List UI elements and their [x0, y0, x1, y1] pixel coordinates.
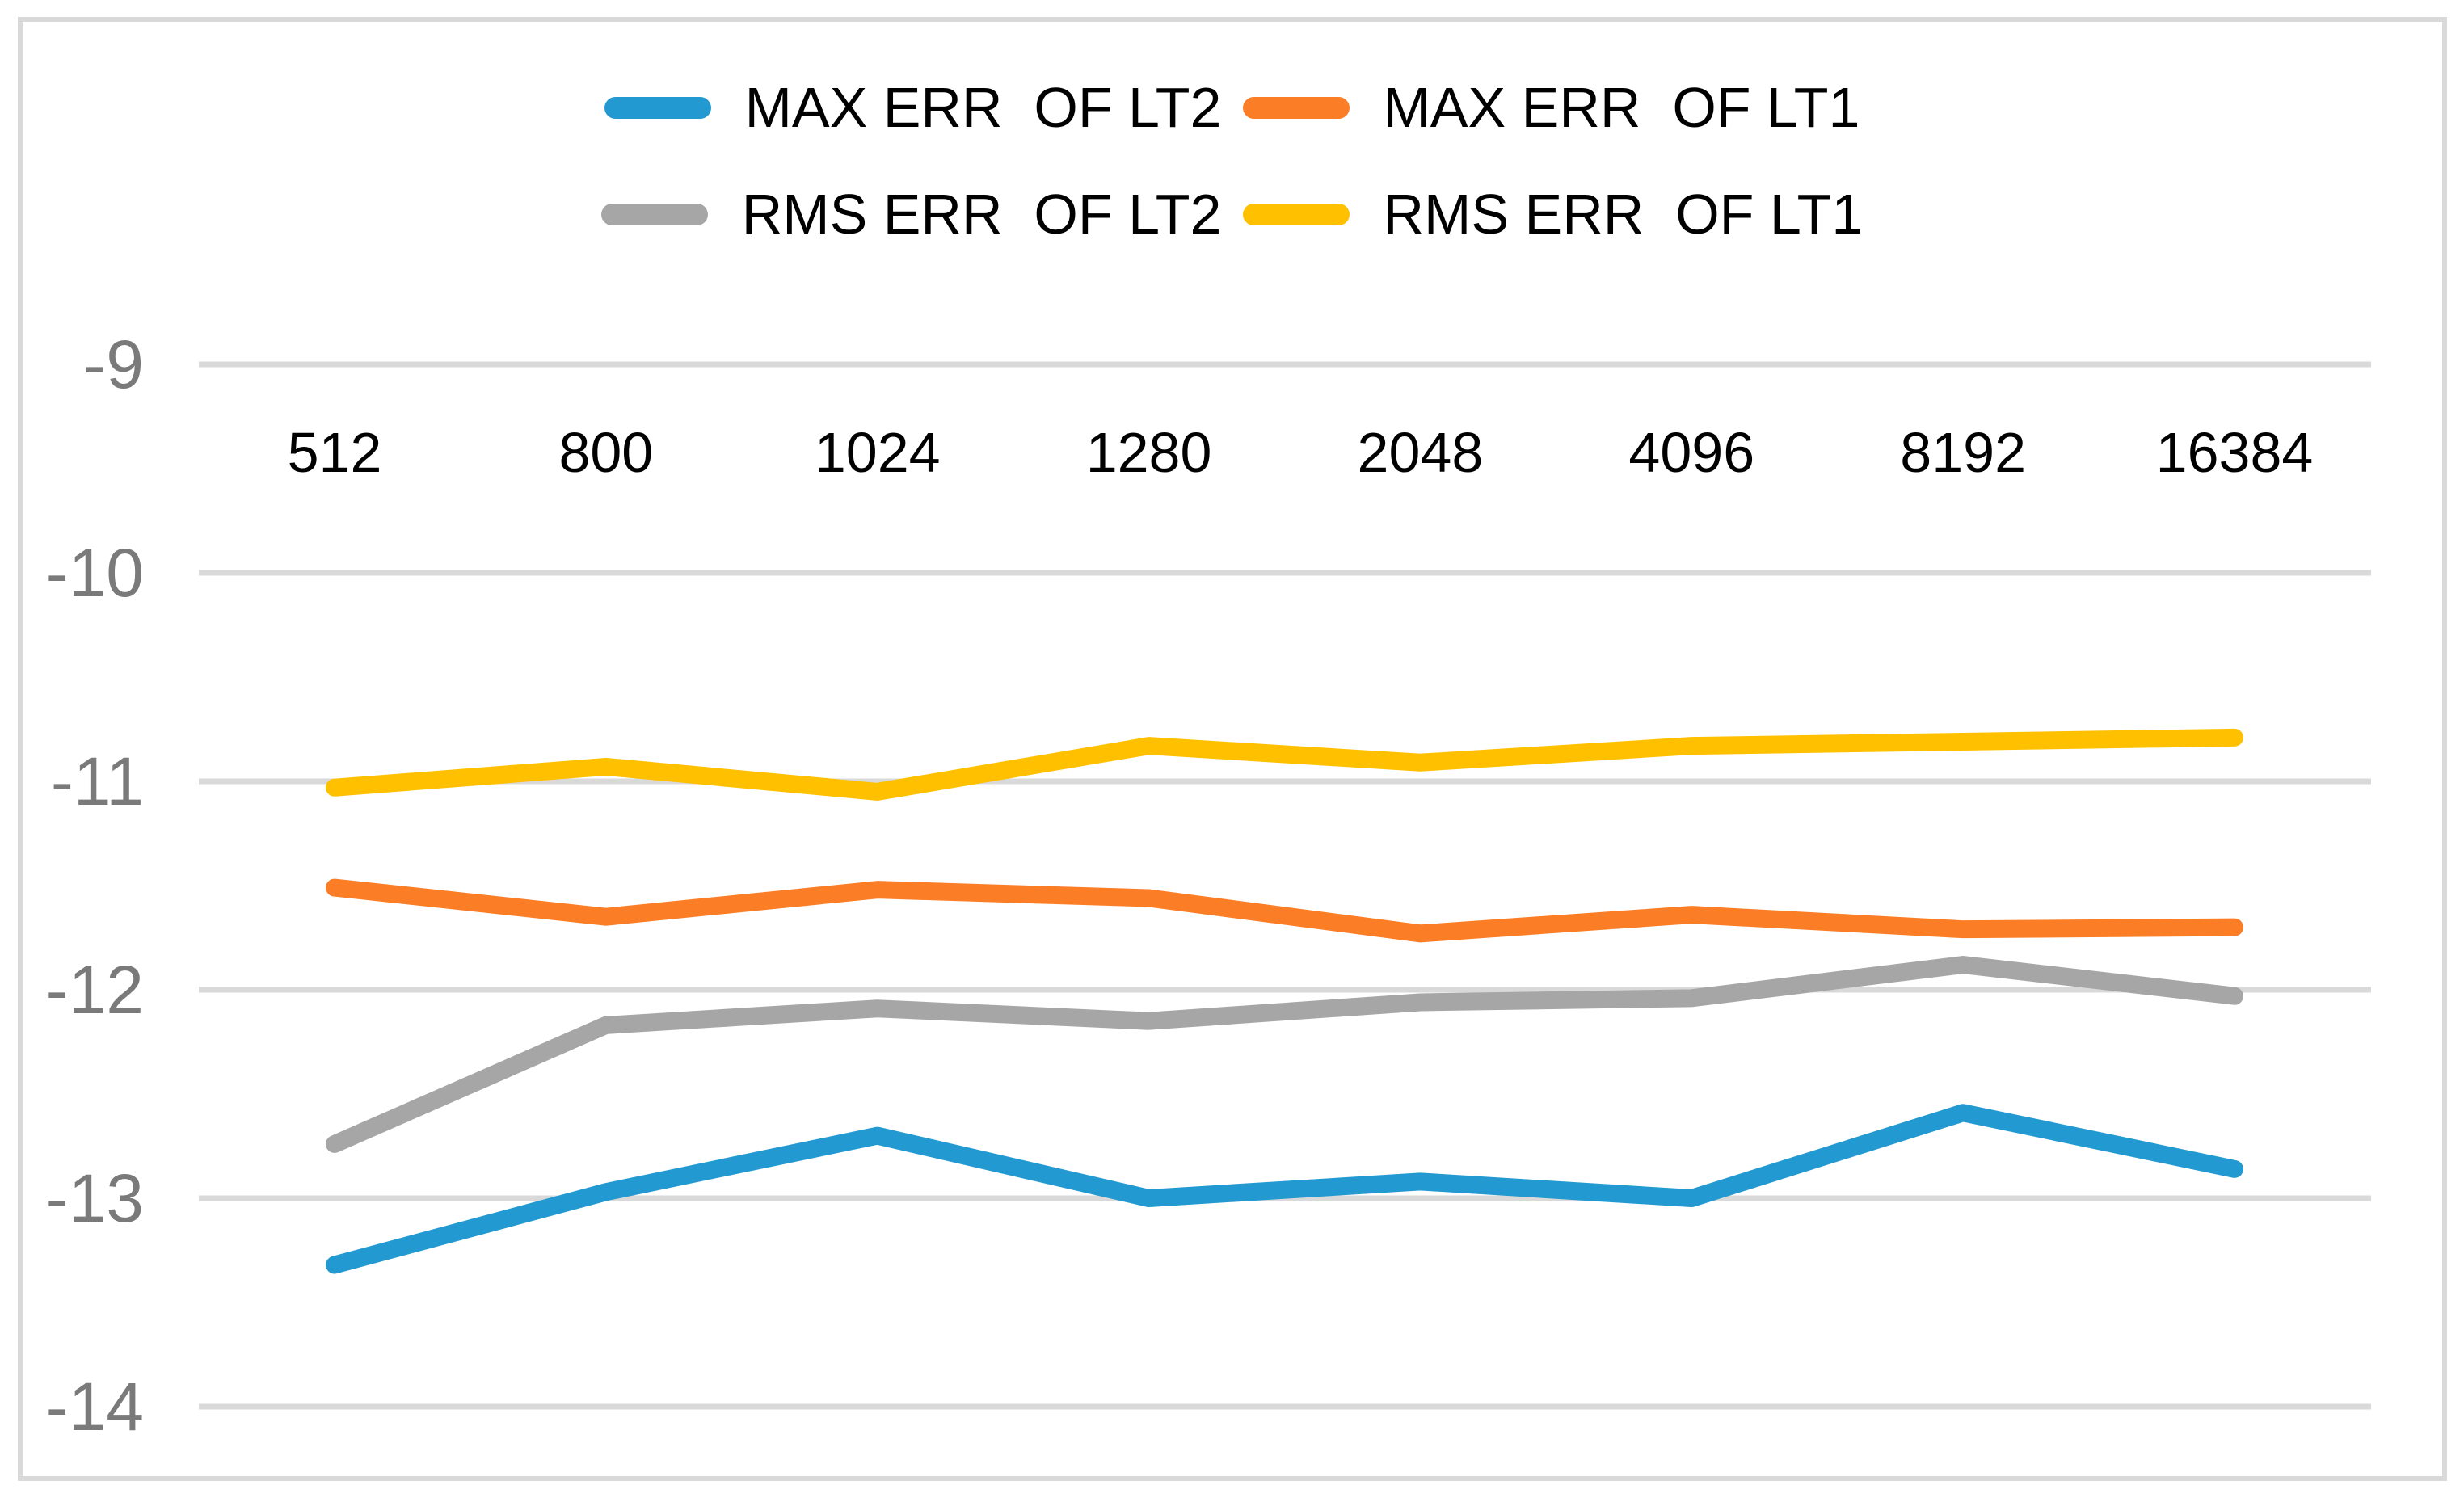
x-axis-label: 8192	[1900, 421, 2027, 484]
y-axis-label: -12	[45, 952, 144, 1028]
x-axis-label: 1024	[814, 421, 941, 484]
x-axis-label: 800	[558, 421, 654, 484]
series-line-max-err-of-lt1	[326, 878, 2243, 943]
x-axis-label: 2048	[1357, 421, 1484, 484]
y-axis-label: -14	[45, 1369, 144, 1445]
series-line-max-err-of-lt2	[326, 1104, 2243, 1274]
series-line-rms-err-of-lt1	[326, 728, 2243, 801]
y-axis-label: -10	[45, 535, 144, 611]
x-axis-label: 16384	[2155, 421, 2314, 484]
y-axis-label: -11	[50, 743, 144, 819]
y-axis-label: -9	[83, 326, 144, 402]
y-axis-label: -13	[45, 1160, 144, 1236]
chart-border-frame	[18, 17, 2447, 1481]
series-line-rms-err-of-lt2	[326, 956, 2243, 1153]
x-axis-label: 4096	[1628, 421, 1755, 484]
x-axis-label: 1280	[1085, 421, 1212, 484]
x-axis-label: 512	[287, 421, 382, 484]
